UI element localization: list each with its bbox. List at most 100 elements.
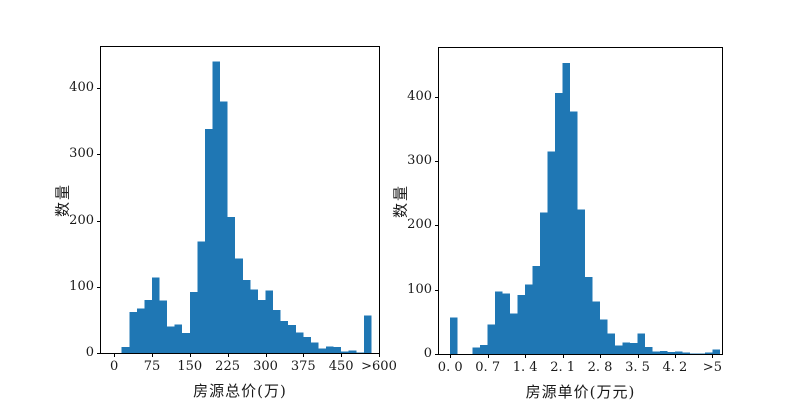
x-axis-label: 房源总价(万) xyxy=(193,382,287,400)
x-tick-label: 375 xyxy=(290,359,316,374)
x-tick-mark xyxy=(227,353,229,357)
histogram-bar xyxy=(652,351,660,354)
y-tick-mark xyxy=(435,161,439,163)
x-tick-mark xyxy=(379,353,380,357)
histogram-bar xyxy=(341,351,349,353)
histogram-bar xyxy=(704,352,713,354)
y-tick-label: 100 xyxy=(69,278,94,294)
histogram-bar xyxy=(450,317,458,354)
histogram-bar xyxy=(600,319,608,354)
histogram-bar xyxy=(303,337,311,353)
x-tick-label: 2. 1 xyxy=(550,360,575,375)
histogram-bars xyxy=(450,62,720,354)
y-tick-mark xyxy=(435,289,439,291)
histogram-bar xyxy=(220,101,228,353)
histogram-bar xyxy=(273,309,281,353)
histogram-bar xyxy=(622,342,630,354)
histogram-bar xyxy=(487,324,496,354)
histogram-bar xyxy=(250,289,258,353)
x-tick-mark xyxy=(600,354,601,358)
histogram-bar xyxy=(257,300,266,353)
histogram-bar xyxy=(227,217,236,353)
histogram-bar xyxy=(189,292,198,353)
histogram-bar xyxy=(682,352,690,354)
y-tick-mark xyxy=(97,286,101,288)
histogram-bar xyxy=(629,343,638,354)
histogram-bar xyxy=(674,351,683,354)
total-price-histogram: 数量 0 75 150 225 300 375 450 >600 0 100 200 300 400 房… xyxy=(54,46,397,400)
y-tick-label: 300 xyxy=(407,153,432,169)
histogram-bar xyxy=(607,333,616,354)
histogram-bar xyxy=(555,93,563,354)
plot-area: 0. 0 0. 7 1. 4 2. 1 2. 8 3. 5 4. 2 >5 0 100 200 300… xyxy=(407,47,723,375)
histogram-bar xyxy=(712,349,720,354)
x-tick-mark xyxy=(450,354,452,358)
histogram-bar xyxy=(197,241,205,353)
x-tick-mark xyxy=(341,353,343,357)
histogram-bar xyxy=(326,346,334,353)
y-tick-label: 200 xyxy=(69,212,94,228)
histogram-bar xyxy=(318,348,327,353)
histogram-bar xyxy=(356,352,364,353)
y-tick-mark xyxy=(435,225,439,227)
histogram-bar xyxy=(592,301,601,354)
x-tick-label: 300 xyxy=(253,359,278,374)
histogram-bar xyxy=(204,129,213,353)
histogram-bar xyxy=(667,352,675,354)
x-axis-label: 房源单价(万元) xyxy=(525,383,636,400)
histogram-bar xyxy=(562,62,571,354)
y-tick-mark xyxy=(97,88,101,90)
histogram-bar xyxy=(532,265,541,354)
y-tick-mark xyxy=(435,96,439,98)
histogram-bar xyxy=(174,324,183,353)
y-tick-label: 100 xyxy=(407,281,432,297)
y-axis-label: 数量 xyxy=(391,183,410,219)
histogram-bar xyxy=(540,212,548,354)
histogram-bar xyxy=(280,321,289,353)
histogram-bar xyxy=(242,280,251,353)
x-tick-mark xyxy=(674,354,676,358)
histogram-bar xyxy=(517,294,526,354)
histogram-bar xyxy=(615,345,623,354)
x-tick-label: >5 xyxy=(702,360,722,375)
histogram-bar xyxy=(288,325,296,353)
x-tick-label: 2. 8 xyxy=(587,360,613,375)
x-tick-mark xyxy=(303,353,305,357)
histogram-bars xyxy=(121,61,372,353)
histogram-bar xyxy=(159,300,168,353)
histogram-bar xyxy=(235,258,243,353)
histogram-bar xyxy=(348,350,357,353)
histogram-bar xyxy=(697,353,705,354)
y-tick-label: 400 xyxy=(69,80,94,96)
histogram-bar xyxy=(547,151,556,354)
histogram-bar xyxy=(151,277,160,353)
x-tick-label: 75 xyxy=(143,359,161,374)
y-tick-label: 200 xyxy=(407,217,432,233)
histogram-bar xyxy=(689,353,698,354)
x-tick-label: 4. 2 xyxy=(662,360,688,375)
histogram-bar xyxy=(212,61,221,353)
x-tick-mark xyxy=(487,354,489,358)
histogram-bar xyxy=(637,333,645,354)
y-tick-mark xyxy=(97,220,101,222)
y-tick-mark xyxy=(97,154,101,156)
histogram-bar xyxy=(472,347,481,354)
histogram-bar xyxy=(577,209,586,354)
x-tick-label: >600 xyxy=(361,359,397,374)
histogram-bar xyxy=(129,311,137,353)
y-tick-label: 0 xyxy=(423,346,432,361)
x-tick-mark xyxy=(265,353,267,357)
y-tick-mark xyxy=(97,353,101,354)
x-tick-label: 225 xyxy=(215,359,240,374)
histogram-bar xyxy=(495,291,503,354)
x-tick-mark xyxy=(562,354,564,358)
x-tick-mark xyxy=(152,353,153,357)
x-tick-mark xyxy=(637,354,639,358)
x-tick-label: 150 xyxy=(177,359,203,374)
x-tick-mark xyxy=(525,354,527,358)
x-tick-label: 0. 0 xyxy=(437,360,463,375)
histogram-bar xyxy=(363,315,372,353)
histogram-bar xyxy=(182,333,190,353)
y-tick-mark xyxy=(435,354,439,355)
